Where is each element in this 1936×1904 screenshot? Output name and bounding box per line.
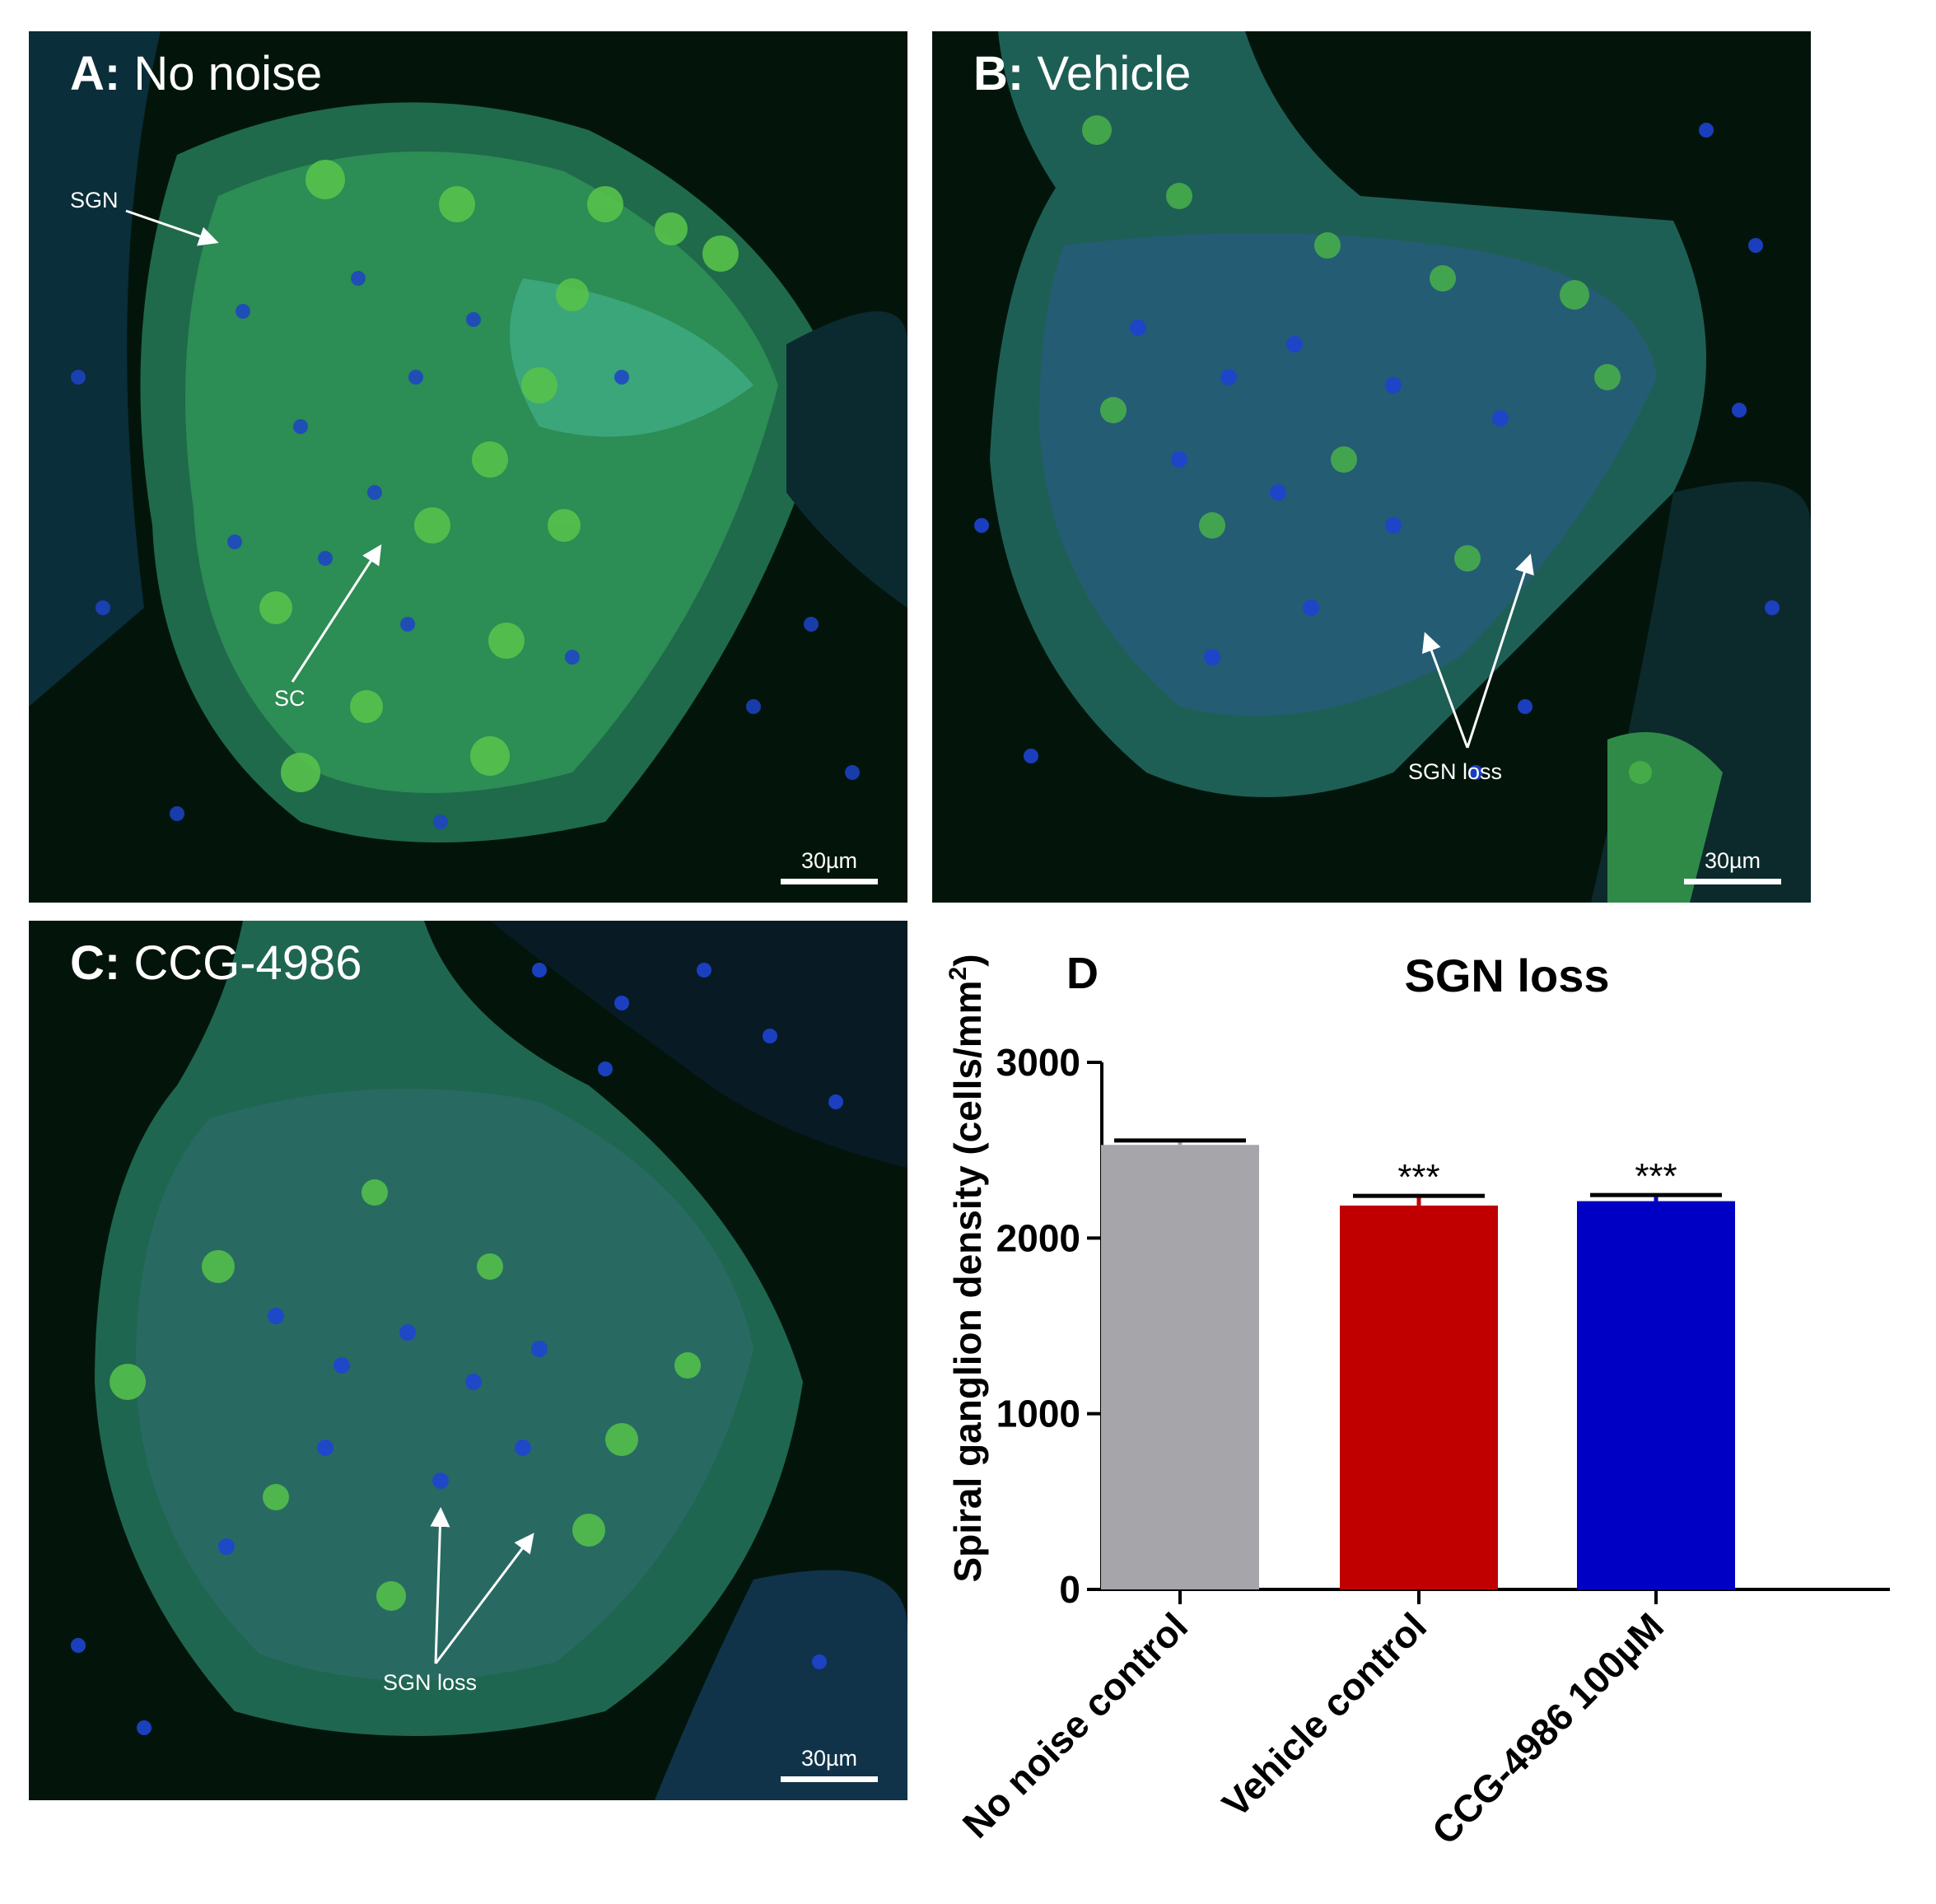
y-axis-label-sup: 2 — [945, 967, 972, 981]
bar-series: *** *** — [1101, 1138, 1735, 1589]
y-axis-label: Spiral ganglion density (cells/mm2) — [945, 954, 989, 1582]
bar-chart-d: D SGN loss Spiral ganglion density (cell… — [945, 949, 1890, 1853]
panel-c-label: C: CCG-4986 — [70, 936, 362, 991]
panel-a-label: A: No noise — [70, 46, 322, 101]
micrograph-image-b — [932, 31, 1811, 903]
significance-marker: *** — [1635, 1156, 1677, 1197]
micrograph-panel-a: A: No noise SGN SC 30µm — [29, 31, 907, 903]
micrograph-image-c — [29, 921, 907, 1800]
annotation-sgn-loss-c: SGN loss — [383, 1670, 478, 1695]
bar — [1101, 1145, 1259, 1589]
annotation-sc: SC — [274, 686, 306, 711]
bar — [1577, 1201, 1735, 1589]
panel-b-title: Vehicle — [1037, 47, 1192, 100]
panel-b-label: B: Vehicle — [973, 46, 1191, 101]
chart-title: SGN loss — [1405, 950, 1610, 1001]
y-tick-label: 3000 — [996, 1041, 1080, 1084]
scale-bar-c: 30µm — [781, 1746, 878, 1782]
scale-bar-b: 30µm — [1684, 848, 1781, 884]
x-axis-tick-labels: No noise control Vehicle controlCCG-4986 … — [954, 1589, 1672, 1853]
x-tick-label: No noise control — [954, 1604, 1196, 1846]
y-axis-label-end: ) — [946, 954, 989, 966]
y-tick-label: 2000 — [996, 1216, 1080, 1259]
panel-a-letter: A: — [70, 47, 121, 100]
panel-c-letter: C: — [70, 936, 121, 990]
y-tick-label: 1000 — [996, 1393, 1080, 1435]
annotation-sgn: SGN — [70, 188, 119, 212]
scale-bar-a: 30µm — [781, 848, 878, 884]
annotation-sgn-loss-b: SGN loss — [1408, 759, 1503, 784]
scale-bar-b-label: 30µm — [1704, 848, 1761, 873]
micrograph-image-a — [29, 31, 907, 903]
bar — [1340, 1205, 1498, 1589]
micrograph-panel-b: B: Vehicle SGN loss 30µm — [932, 31, 1811, 903]
x-tick-label: Vehicle control — [1214, 1604, 1435, 1825]
y-tick-label: 0 — [1059, 1568, 1080, 1611]
scale-bar-c-label: 30µm — [800, 1746, 858, 1771]
panel-a-title: No noise — [133, 47, 323, 100]
x-tick-label: CCG-4986 100µM — [1424, 1604, 1672, 1852]
panel-b-letter: B: — [973, 47, 1024, 100]
y-axis-ticks: 0 1000 2000 3000 — [996, 1041, 1102, 1611]
scale-bar-a-label: 30µm — [800, 848, 858, 873]
micrograph-panel-c: C: CCG-4986 SGN loss 30µm — [29, 921, 907, 1800]
panel-d-letter: D — [1066, 949, 1099, 998]
y-axis-label-main: Spiral ganglion density (cells/mm — [946, 980, 989, 1582]
panel-c-title: CCG-4986 — [133, 936, 362, 990]
significance-marker: *** — [1397, 1157, 1439, 1197]
